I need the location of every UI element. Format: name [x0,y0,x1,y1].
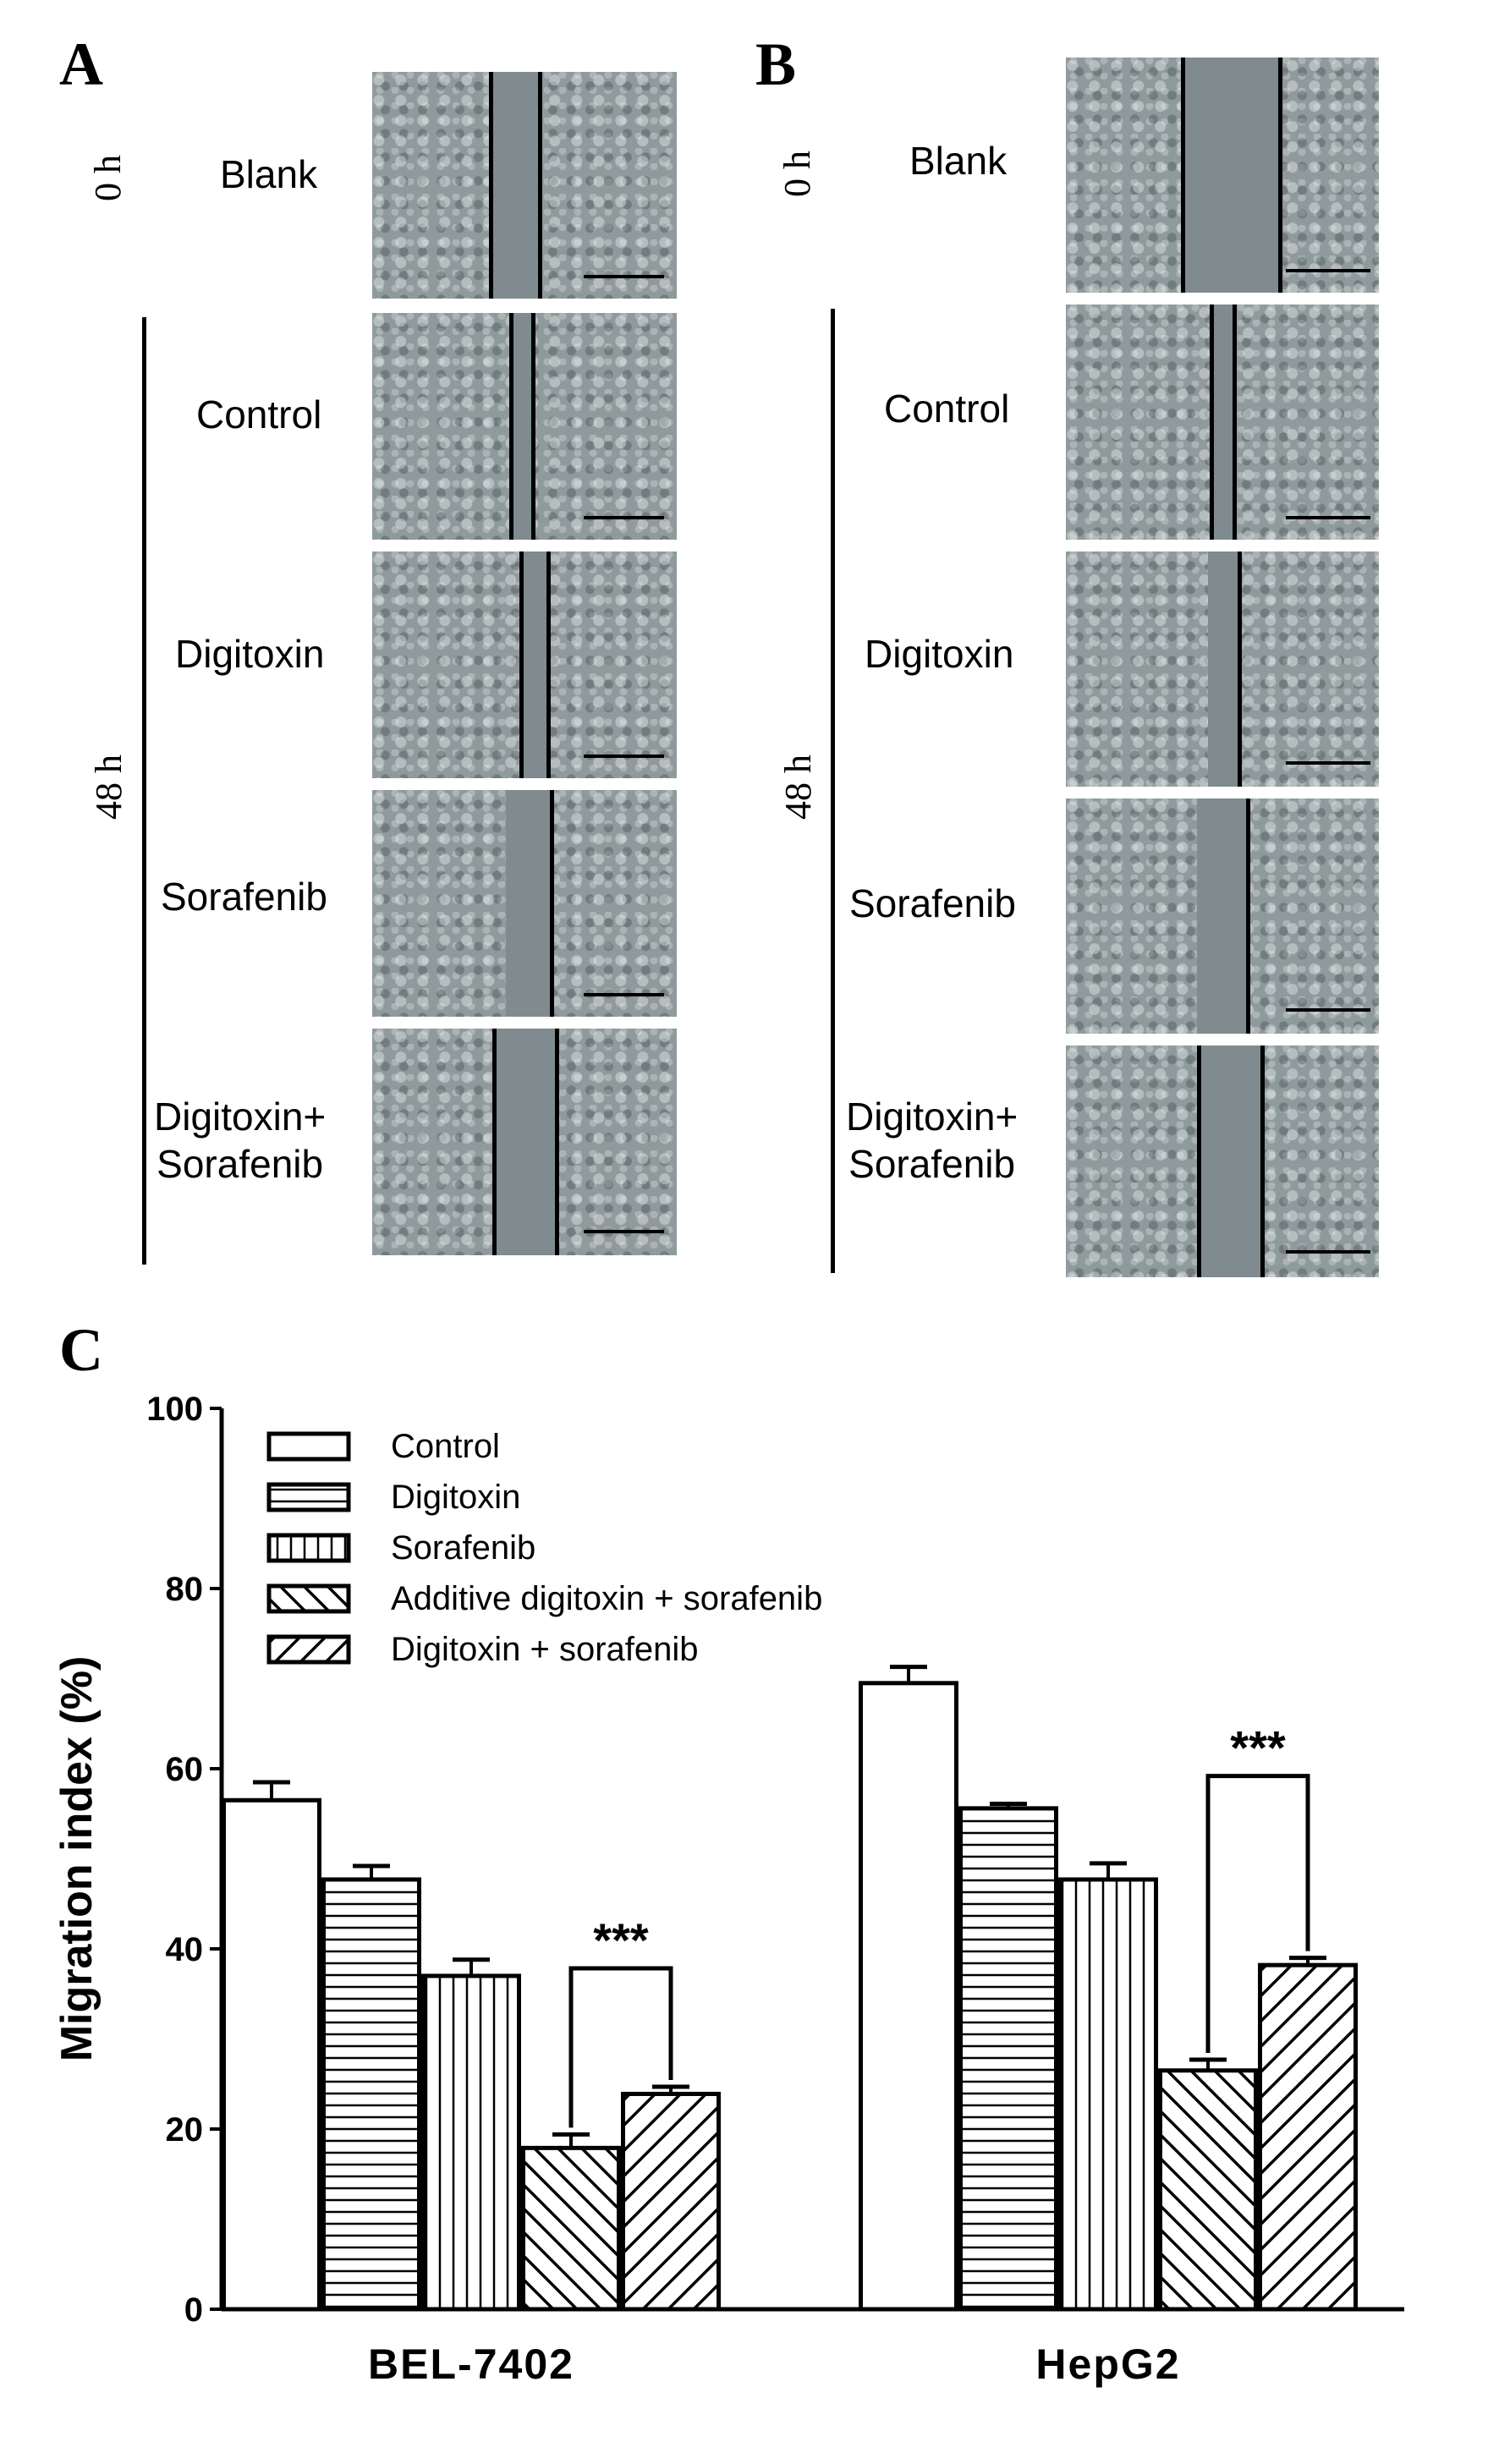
bar-HepG2-Sorafenib [1058,1877,1158,2312]
panel-a-label-digitoxin: Digitoxin [175,632,325,676]
bar-BEL-7402-Control [222,1797,321,2312]
bar-BEL-7402-Sorafenib [421,1973,521,2312]
scale-bar [1286,761,1370,765]
panel-a-label-combo-line1: Digitoxin+ [154,1095,327,1139]
significance-bracket [1205,1774,1310,2053]
y-tick-label: 60 [166,1751,204,1788]
bar-BEL-7402-Digitoxin [321,1877,421,2312]
panel-b-image-sorafenib [1066,798,1379,1034]
panel-b-image-blank [1066,58,1379,293]
y-tick-label: 80 [166,1571,204,1608]
panel-a-label-combo-line2: Sorafenib [156,1142,324,1186]
y-axis-label: Migration index (%) [52,1656,102,2062]
scale-bar [584,755,664,758]
legend-swatch [266,1482,351,1512]
significance-label: *** [1230,1721,1286,1775]
x-category-label: BEL-7402 [368,2341,574,2388]
panel-b-image-digitoxin [1066,552,1379,787]
scale-bar [584,275,664,278]
y-tick-label: 20 [166,2111,204,2148]
scale-bar [584,516,664,519]
bar-HepG2-Additive digitoxin + sorafenib [1158,2068,1258,2312]
panel-a-image-combo [372,1029,677,1255]
panel-a-letter: A [59,30,103,98]
panel-b-label-combo-line2: Sorafenib [848,1142,1016,1186]
scale-bar [584,1230,664,1233]
panel-a-image-digitoxin [372,552,677,778]
panel-b-label-control: Control [884,387,1010,431]
significance-bracket [568,1966,673,2128]
panel-b-letter: B [755,30,797,98]
panel-c-letter: C [59,1316,103,1384]
panel-a-image-control [372,313,677,540]
y-tick-label: 100 [146,1391,203,1428]
panel-b-image-control [1066,305,1379,540]
panel-a-label-control: Control [196,392,322,436]
scale-bar [1286,516,1370,519]
bar-HepG2-Digitoxin [958,1806,1058,2312]
panel-a-48h-bracket [142,317,146,1265]
panel-b-label-combo-line1: Digitoxin+ [846,1095,1019,1139]
bar-HepG2-Control [859,1681,958,2312]
legend-label: Additive digitoxin + sorafenib [391,1580,822,1617]
x-category-label: HepG2 [1035,2341,1180,2388]
scale-bar [1286,1250,1370,1254]
panel-b-label-blank: Blank [909,139,1008,183]
panel-b-label-sorafenib: Sorafenib [849,881,1016,925]
panel-a-label-combo: Digitoxin+ Sorafenib [154,1093,326,1188]
bar-HepG2-Digitoxin + sorafenib [1258,1962,1358,2312]
panel-a-label-sorafenib: Sorafenib [161,875,327,919]
legend-label: Sorafenib [391,1529,535,1567]
scale-bar [1286,1008,1370,1012]
legend-label: Control [391,1428,500,1465]
panel-a-label-blank: Blank [220,152,318,196]
legend-swatch [266,1634,351,1665]
panel-b-48h-bracket [831,309,835,1273]
scale-bar [584,993,664,996]
legend-swatch [266,1533,351,1563]
panel-b-time-0h: 0 h [777,151,818,197]
significance-label: *** [593,1913,649,1967]
panel-b-label-combo: Digitoxin+ Sorafenib [846,1093,1018,1188]
panel-b-time-48h: 48 h [777,755,819,820]
scale-bar [1286,269,1370,272]
panel-b-image-combo [1066,1045,1379,1277]
legend-label: Digitoxin [391,1479,520,1516]
bar-BEL-7402-Digitoxin + sorafenib [621,2091,721,2312]
y-tick-label: 0 [184,2291,203,2329]
panel-a-image-sorafenib [372,790,677,1017]
legend-swatch [266,1431,351,1462]
panel-b-label-digitoxin: Digitoxin [865,632,1014,676]
panel-a-time-48h: 48 h [88,755,129,820]
legend-label: Digitoxin + sorafenib [391,1631,699,1668]
panel-a-image-blank [372,72,677,299]
migration-index-chart: 0 20 40 60 80 100 Migration index (%) BEL-7402… [52,1391,1404,2388]
panel-a-time-0h: 0 h [87,155,129,201]
legend-swatch [266,1583,351,1614]
y-tick-label: 40 [166,1931,204,1968]
bar-BEL-7402-Additive digitoxin + sorafenib [521,2145,621,2312]
